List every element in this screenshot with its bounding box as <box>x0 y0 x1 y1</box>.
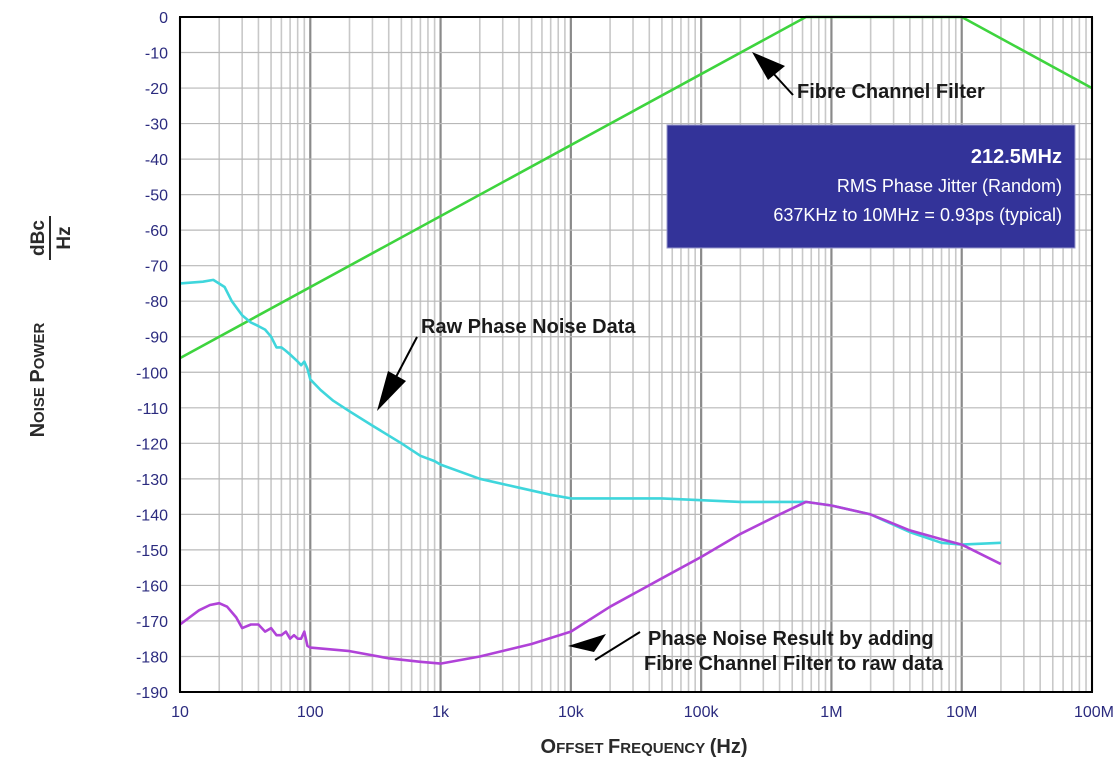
x-tick-label: 10k <box>558 704 585 721</box>
series-line-3 <box>179 500 1002 665</box>
x-axis-label-rest-2: REQUENCY <box>620 740 705 757</box>
y-tick-label: -170 <box>136 614 168 631</box>
y-tick-label: -140 <box>136 507 168 524</box>
y-axis-unit-numerator: dBc <box>28 220 49 256</box>
y-tick-label: -120 <box>136 436 168 453</box>
info-box-background <box>666 124 1076 249</box>
y-tick-label: -160 <box>136 578 168 595</box>
y-axis-label-initial-2: P <box>27 369 49 382</box>
result-annotation-arrow-line <box>594 631 641 661</box>
x-axis-label-rest-1: FFSET <box>556 740 604 757</box>
x-tick-label: 10M <box>946 704 977 721</box>
filter-annotation-arrow-line <box>771 71 794 96</box>
info-box-line2: 637KHz to 10MHz = 0.93ps (typical) <box>773 205 1062 225</box>
y-tick-label: -100 <box>136 365 168 382</box>
x-tick-label: 1M <box>820 704 842 721</box>
result-annotation-label-line2: Fibre Channel Filter to raw data <box>644 653 944 675</box>
y-tick-label: -60 <box>145 223 168 240</box>
raw-annotation-arrowhead <box>377 371 406 411</box>
y-tick-label: 0 <box>159 10 168 27</box>
grid <box>178 16 1094 693</box>
y-tick-label: -30 <box>145 117 168 134</box>
x-tick-label: 100M <box>1074 704 1114 721</box>
y-axis-label-initial-1: N <box>27 423 49 437</box>
info-box: 212.5MHz RMS Phase Jitter (Random) 637KH… <box>666 124 1076 249</box>
y-tick-label: -180 <box>136 649 168 666</box>
plot-frame <box>179 16 1093 693</box>
y-axis-label: NOISE POWER dBc Hz <box>27 216 75 437</box>
x-axis-label-initial-1: O <box>541 736 557 758</box>
y-axis-unit-denominator: Hz <box>54 226 75 249</box>
x-tick-labels: 10 100 1k 10k 100k 1M 10M 100M <box>171 704 1114 721</box>
y-tick-label: -190 <box>136 685 168 702</box>
result-annotation-label-line1: Phase Noise Result by adding <box>648 628 934 650</box>
y-tick-labels: 0 -10 -20 -30 -40 -50 -60 -70 -80 -90 -100 -110 -120… <box>136 10 168 702</box>
raw-annotation-arrow-line <box>395 336 418 378</box>
annotations: Fibre Channel Filter Raw Phase Noise Dat… <box>377 52 985 675</box>
filter-annotation-label: Fibre Channel Filter <box>797 81 985 103</box>
filter-annotation-arrowhead <box>752 52 785 80</box>
y-tick-label: -20 <box>145 81 168 98</box>
x-tick-label: 1k <box>432 704 450 721</box>
x-axis-label-initial-2: F <box>608 736 620 758</box>
y-tick-label: -110 <box>137 401 168 418</box>
x-tick-label: 10 <box>171 704 189 721</box>
y-tick-label: -70 <box>145 259 168 276</box>
y-axis-label-rest-2: OWER <box>31 322 48 369</box>
y-axis-label-rest-1: OISE <box>31 387 48 423</box>
y-tick-label: -50 <box>145 188 168 205</box>
y-tick-label: -90 <box>145 330 168 347</box>
info-box-line1: RMS Phase Jitter (Random) <box>837 176 1062 196</box>
y-tick-label: -130 <box>136 472 168 489</box>
x-tick-label: 100 <box>297 704 324 721</box>
y-tick-label: -150 <box>136 543 168 560</box>
result-annotation-arrowhead <box>568 634 606 652</box>
series-line-2 <box>179 278 1001 546</box>
y-tick-label: -80 <box>145 294 168 311</box>
raw-annotation-label: Raw Phase Noise Data <box>421 316 636 338</box>
y-tick-label: -10 <box>145 46 168 63</box>
x-axis-label: OFFSET FREQUENCY (Hz) <box>541 736 748 758</box>
info-box-title: 212.5MHz <box>971 146 1062 168</box>
x-tick-label: 100k <box>684 704 720 721</box>
y-axis-label-text: NOISE POWER <box>27 322 49 437</box>
x-axis-label-unit: (Hz) <box>710 736 748 758</box>
y-tick-label: -40 <box>145 152 168 169</box>
